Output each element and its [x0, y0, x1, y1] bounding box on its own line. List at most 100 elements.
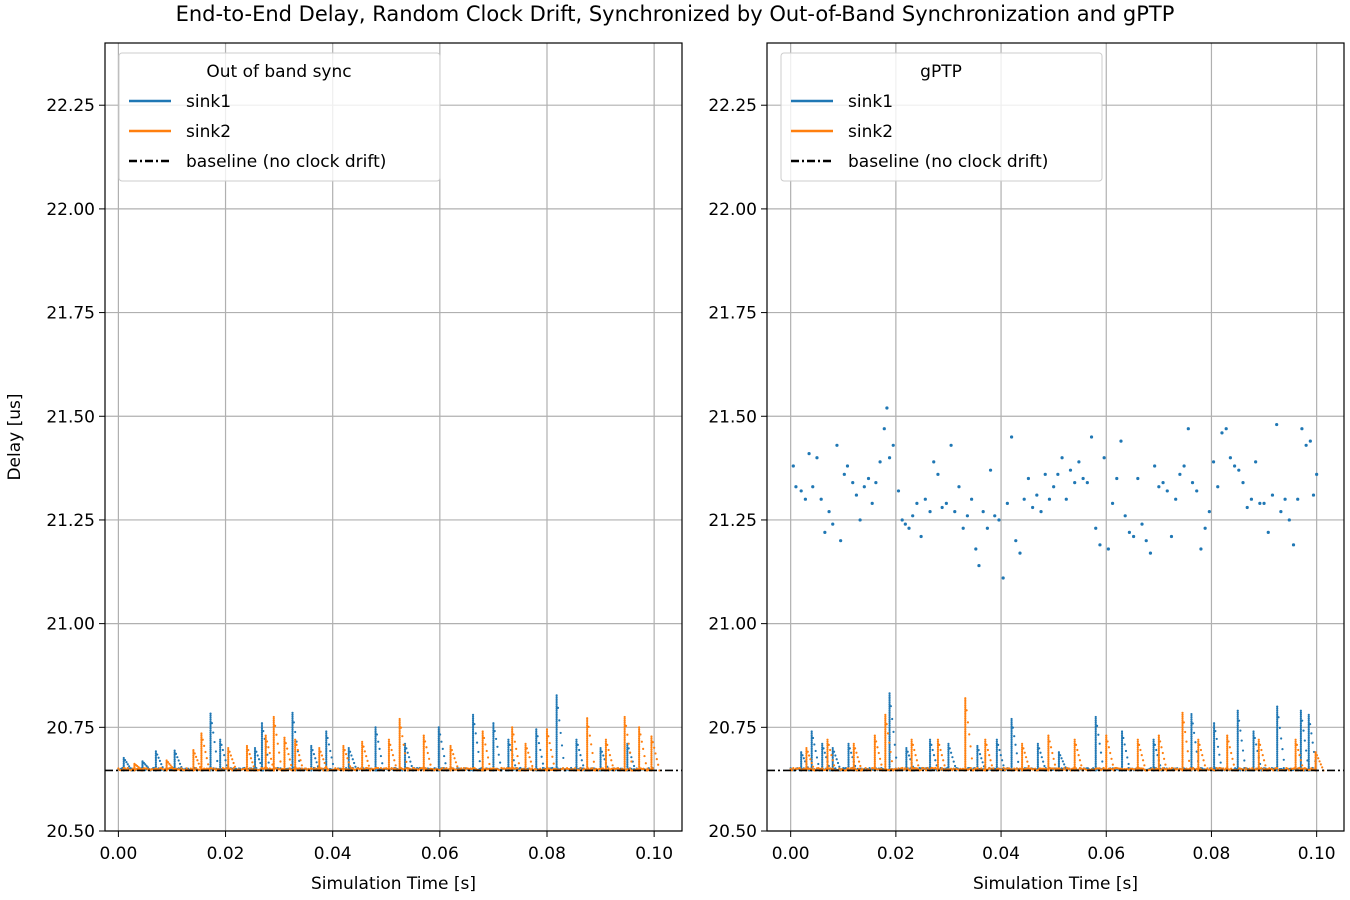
- data-point: [535, 754, 538, 757]
- data-point: [623, 750, 626, 754]
- data-point: [638, 759, 641, 763]
- data-point: [1105, 765, 1108, 768]
- data-point: [639, 733, 642, 736]
- data-point: [387, 754, 391, 757]
- data-point: [607, 767, 610, 770]
- data-point: [1255, 743, 1258, 746]
- data-point: [272, 734, 275, 737]
- data-point: [805, 756, 808, 759]
- data-point: [374, 748, 377, 751]
- data-point: [976, 763, 979, 766]
- data-point: [961, 526, 965, 530]
- data-point: [398, 749, 401, 752]
- data-point: [988, 754, 991, 757]
- data-point: [253, 752, 257, 755]
- data-point: [1299, 713, 1302, 716]
- data-point: [910, 755, 913, 759]
- data-point: [892, 769, 895, 772]
- data-point: [1036, 754, 1039, 757]
- data-point: [170, 766, 174, 769]
- data-point: [794, 485, 798, 489]
- data-point: [940, 505, 944, 510]
- data-point: [1307, 724, 1310, 728]
- data-point: [221, 748, 224, 752]
- data-point: [1276, 737, 1279, 740]
- data-point: [638, 752, 641, 755]
- data-point: [1047, 751, 1050, 754]
- data-point: [800, 763, 803, 767]
- data-point: [122, 764, 125, 767]
- data-point: [1190, 754, 1193, 757]
- data-point: [260, 744, 264, 747]
- data-point: [165, 759, 168, 762]
- data-point: [176, 756, 179, 759]
- data-point: [1047, 763, 1050, 767]
- data-point: [964, 745, 967, 748]
- data-point: [926, 766, 929, 770]
- data-point: [969, 745, 972, 748]
- data-point: [591, 751, 594, 755]
- data-point: [910, 763, 913, 766]
- data-point: [1197, 740, 1200, 743]
- data-point: [471, 736, 475, 739]
- data-point: [993, 514, 997, 518]
- data-point: [1073, 750, 1076, 753]
- data-point: [1307, 748, 1310, 752]
- data-point: [1023, 751, 1026, 754]
- data-point: [850, 751, 853, 754]
- data-point: [260, 759, 264, 763]
- data-point: [923, 497, 927, 501]
- data-point: [398, 752, 401, 756]
- data-point: [1181, 737, 1184, 740]
- data-point: [1181, 715, 1184, 718]
- data-point: [310, 746, 313, 749]
- data-point: [454, 761, 458, 764]
- data-point: [347, 754, 350, 757]
- data-point: [1153, 743, 1157, 746]
- data-point: [873, 736, 876, 739]
- data-point: [326, 736, 329, 740]
- data-point: [492, 766, 495, 770]
- data-point: [626, 733, 629, 736]
- data-point: [632, 764, 636, 768]
- data-point: [638, 748, 641, 751]
- data-point: [1308, 768, 1312, 771]
- data-point: [1136, 763, 1139, 766]
- data-point: [1190, 746, 1193, 749]
- data-point: [1236, 722, 1239, 725]
- data-point: [200, 741, 203, 744]
- data-point: [1236, 761, 1239, 765]
- data-point: [888, 763, 891, 766]
- data-point: [1252, 754, 1255, 757]
- data-point: [471, 721, 475, 724]
- data-point: [845, 464, 850, 468]
- data-point: [1094, 717, 1097, 720]
- data-point: [1315, 754, 1319, 757]
- data-point: [1036, 757, 1039, 761]
- data-point: [575, 765, 578, 768]
- data-point: [1307, 747, 1310, 750]
- data-point: [481, 734, 484, 737]
- data-point: [800, 758, 803, 761]
- data-point: [172, 767, 175, 770]
- data-point: [342, 746, 345, 749]
- data-point: [1299, 737, 1302, 740]
- data-point: [1311, 493, 1316, 497]
- data-point: [586, 756, 589, 759]
- data-point: [1191, 722, 1194, 725]
- data-point: [1073, 755, 1076, 759]
- data-point: [587, 725, 590, 729]
- data-point: [1120, 730, 1124, 733]
- data-point: [325, 743, 328, 746]
- data-point: [387, 755, 391, 759]
- data-point: [325, 760, 328, 763]
- data-point: [1252, 739, 1255, 742]
- data-point: [1094, 745, 1097, 748]
- data-point: [422, 734, 425, 737]
- data-point: [910, 761, 913, 764]
- data-point: [1047, 752, 1050, 756]
- data-point: [1307, 754, 1310, 757]
- data-point: [318, 761, 321, 765]
- data-point: [555, 744, 558, 748]
- data-point: [219, 738, 222, 741]
